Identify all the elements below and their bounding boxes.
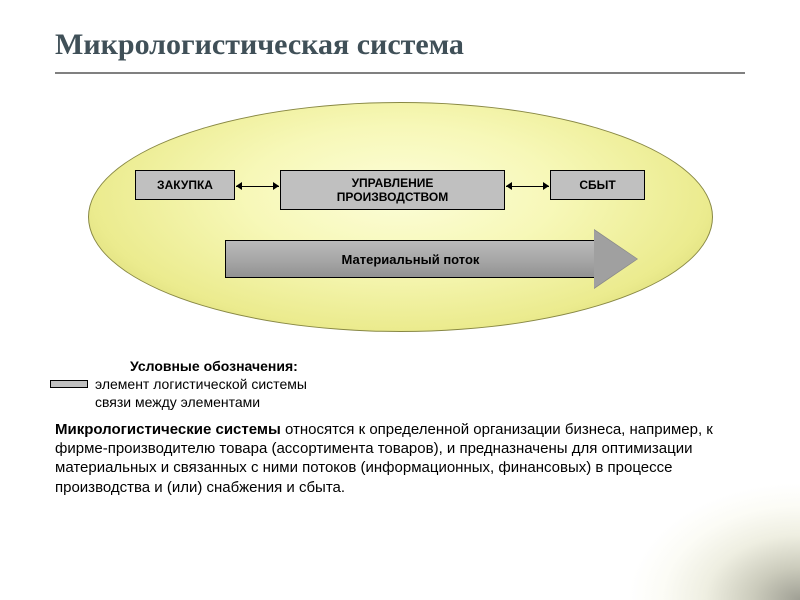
connector-left-arrowhead-r (273, 182, 279, 190)
description-lead: Микрологистические системы (55, 421, 281, 438)
box-production-management: УПРАВЛЕНИЕ ПРОИЗВОДСТВОМ (280, 170, 505, 210)
connector-right-arrowhead-r (543, 182, 549, 190)
box-sales: СБЫТ (550, 170, 645, 200)
connector-right-arrowhead-l (506, 182, 512, 190)
page-title: Микрологистическая система (55, 28, 464, 62)
legend-swatch (50, 380, 88, 388)
material-flow-body: Материальный поток (225, 240, 595, 278)
title-underline (55, 72, 745, 74)
system-boundary-ellipse (88, 102, 713, 332)
box-production-line2: ПРОИЗВОДСТВОМ (337, 190, 448, 204)
box-procurement-label: ЗАКУПКА (157, 178, 213, 192)
connector-left-arrowhead-l (236, 182, 242, 190)
box-sales-label: СБЫТ (579, 178, 615, 192)
ellipse-container (88, 102, 713, 332)
box-production-line1: УПРАВЛЕНИЕ (352, 176, 434, 190)
legend-item-links: связи между элементами (95, 394, 260, 410)
material-flow-arrowhead (594, 229, 638, 289)
corner-decoration (600, 480, 800, 600)
legend-title: Условные обозначения: (130, 358, 298, 374)
legend-item-element: элемент логистической системы (95, 376, 307, 392)
material-flow-label: Материальный поток (342, 252, 480, 267)
box-procurement: ЗАКУПКА (135, 170, 235, 200)
